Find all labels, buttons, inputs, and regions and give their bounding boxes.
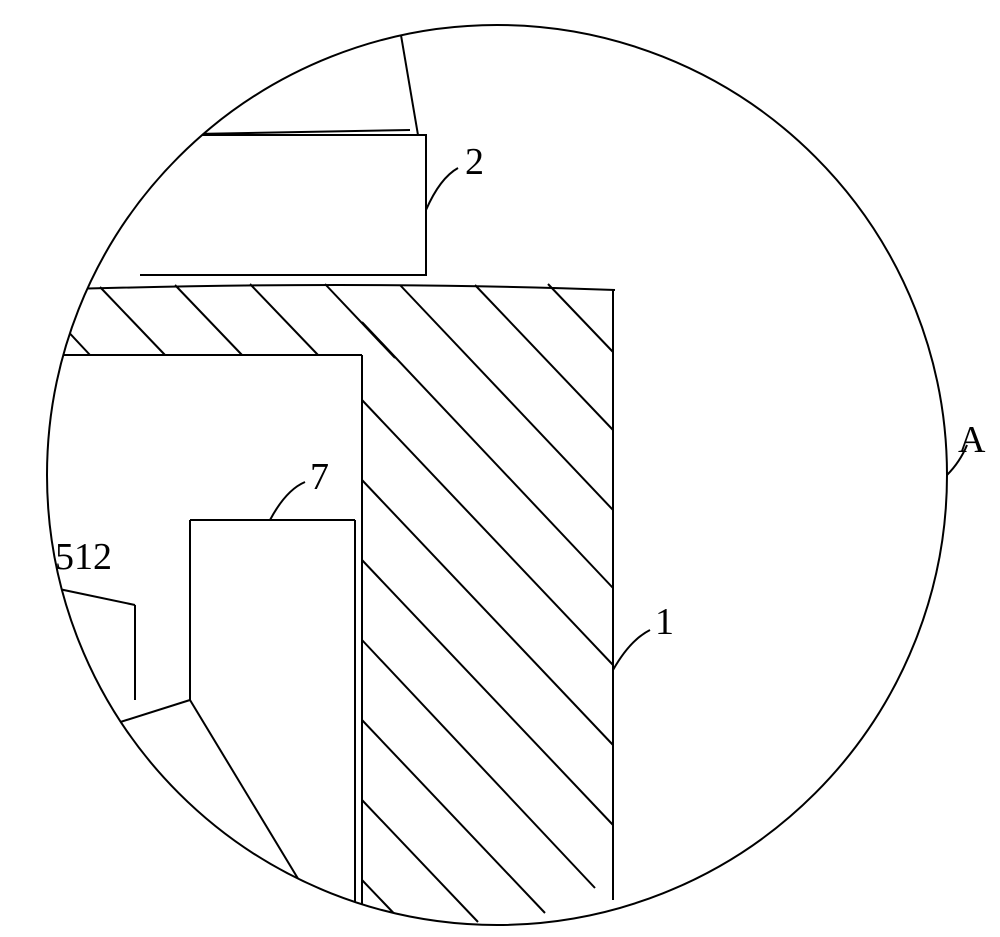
technical-diagram: A 2 7 1 512: [0, 0, 1000, 932]
label-512: 512: [55, 535, 112, 579]
detail-circle-boundary: [47, 25, 947, 925]
label-1: 1: [655, 600, 674, 644]
leader-7: [270, 482, 305, 520]
label-7: 7: [310, 455, 329, 499]
part-7: [190, 520, 355, 920]
part-1-hatched: [40, 284, 615, 925]
diagram-svg: [0, 0, 1000, 932]
leader-1: [613, 630, 650, 670]
line-512: [40, 585, 135, 605]
label-2: 2: [465, 140, 484, 184]
label-a: A: [958, 418, 985, 462]
leader-2: [426, 168, 458, 210]
vertical-line-upper-1: [395, 0, 418, 135]
